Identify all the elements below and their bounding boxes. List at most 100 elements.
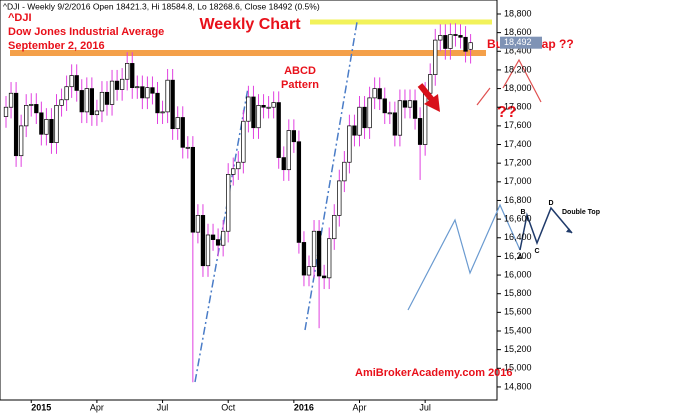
candle-body <box>236 161 241 170</box>
candle-body <box>119 78 125 90</box>
y-tick-label: 16,200 <box>504 251 532 261</box>
candle-body <box>342 161 347 182</box>
candle-body <box>79 90 84 113</box>
candle-body <box>306 266 312 276</box>
candle-body <box>271 102 276 108</box>
y-tick-label: 17,800 <box>504 102 532 112</box>
inset-arrow <box>566 228 572 233</box>
candle-body <box>200 215 206 267</box>
candle-body <box>241 120 246 163</box>
candle-body <box>109 80 115 105</box>
header: ^DJI - Weekly 9/2/2016 Open 18421.3, Hi … <box>3 1 320 11</box>
y-tick-label: 15,400 <box>504 325 532 335</box>
inset-point: C <box>534 248 539 255</box>
candle-body <box>3 106 9 117</box>
candle-body <box>59 99 64 106</box>
candle-body <box>8 92 14 108</box>
y-tick-label: 18,200 <box>504 64 532 74</box>
candle-body <box>39 112 44 135</box>
candle-body <box>453 34 458 36</box>
candle-body <box>468 42 473 50</box>
inset-pattern <box>407 203 521 311</box>
candle-body <box>327 238 332 279</box>
index-name: Dow Jones Industrial Average <box>8 26 164 38</box>
candle-body <box>337 180 342 216</box>
candle-body <box>64 86 69 101</box>
candle-body <box>170 79 175 130</box>
y-tick-label: 16,400 <box>504 232 532 242</box>
x-tick-label: Apr <box>90 402 104 412</box>
candle-body <box>69 75 74 88</box>
projection <box>502 58 542 103</box>
candle-body <box>311 230 317 268</box>
candle-body <box>145 87 150 99</box>
candle-body <box>463 36 468 52</box>
candle-body <box>226 174 231 232</box>
candle-body <box>215 239 221 246</box>
candles <box>3 23 473 383</box>
ticker: ^DJI <box>8 12 32 24</box>
candle-body <box>130 63 135 88</box>
y-tick-label: 17,400 <box>504 139 532 149</box>
y-tick-label: 15,200 <box>504 344 532 354</box>
abcd-leg <box>304 21 358 331</box>
candle-body <box>19 125 24 157</box>
y-tick-label: 18,000 <box>504 83 532 93</box>
inset-pattern <box>519 206 573 251</box>
candle-body <box>89 88 95 116</box>
projection <box>476 87 491 106</box>
candle-body <box>54 105 59 144</box>
candle-body <box>281 157 286 171</box>
candle-body <box>423 92 428 145</box>
candle-body <box>74 75 79 91</box>
candle-body <box>291 130 296 143</box>
y-tick-label: 18,800 <box>504 8 532 18</box>
chart-title: Weekly Chart <box>199 16 301 33</box>
candle-body <box>160 111 165 114</box>
inset-point: A <box>517 254 522 261</box>
candle-body <box>443 35 448 49</box>
question-label: ?? <box>497 104 517 121</box>
candle-body <box>180 117 185 148</box>
candle-body <box>185 146 190 149</box>
last-price-label: 18,492 <box>504 37 532 47</box>
inset-title: Double Top <box>562 209 600 216</box>
candle-body <box>49 118 54 144</box>
candle-body <box>140 86 145 99</box>
candle-body <box>377 88 382 100</box>
candle-body <box>261 105 266 108</box>
candle-body <box>372 88 377 99</box>
y-tick-label: 18,600 <box>504 27 532 37</box>
candle-body <box>357 106 362 136</box>
candle-body <box>428 74 433 94</box>
x-tick-label: Jul <box>157 402 169 412</box>
y-tick-label: 16,000 <box>504 269 532 279</box>
plot-frame <box>0 0 498 401</box>
arrow-head <box>424 94 440 112</box>
candle-body <box>266 106 271 109</box>
candle-body <box>175 117 180 130</box>
candle-body <box>322 275 327 279</box>
pattern-label: ABCD <box>284 65 316 77</box>
arrow <box>417 83 436 103</box>
candle-body <box>210 234 216 240</box>
x-tick-label: 2015 <box>31 402 51 412</box>
candle-body <box>286 130 291 171</box>
y-tick-label: 16,800 <box>504 195 532 205</box>
pattern-label: Pattern <box>281 79 319 91</box>
x-tick-label: Jul <box>419 402 431 412</box>
candle-body <box>332 215 337 240</box>
candle-body <box>412 100 418 119</box>
candle-body <box>392 112 397 136</box>
candle-body <box>347 125 352 163</box>
candle-body <box>367 97 372 129</box>
candle-body <box>316 230 322 277</box>
source-label: AmiBrokerAcademy.com 2016 <box>355 367 513 379</box>
candle-body <box>276 102 281 158</box>
candle-body <box>221 230 226 246</box>
candle-body <box>165 79 170 113</box>
y-tick-label: 18,400 <box>504 46 532 56</box>
candle-body <box>205 234 211 267</box>
candle-body <box>34 104 39 114</box>
